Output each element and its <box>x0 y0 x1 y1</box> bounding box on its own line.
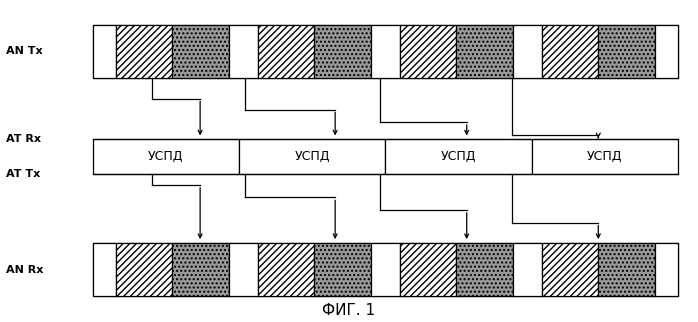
Bar <box>371 243 399 296</box>
Bar <box>172 25 229 78</box>
Bar <box>93 243 115 296</box>
Bar <box>229 25 258 78</box>
Bar <box>456 25 513 78</box>
Text: УСПД: УСПД <box>148 150 184 163</box>
Bar <box>115 25 172 78</box>
Bar <box>229 243 258 296</box>
Bar <box>385 139 532 174</box>
Bar <box>93 25 115 78</box>
Bar <box>456 243 513 296</box>
Bar <box>532 139 678 174</box>
Text: AT Tx: AT Tx <box>6 169 40 179</box>
Bar <box>655 25 678 78</box>
Bar <box>314 25 371 78</box>
Bar <box>93 25 678 78</box>
Bar <box>371 25 399 78</box>
Bar <box>542 25 598 78</box>
Bar <box>513 243 542 296</box>
Text: AN Tx: AN Tx <box>6 46 43 56</box>
Bar <box>239 139 385 174</box>
Text: AT Rx: AT Rx <box>6 134 41 144</box>
Text: УСПД: УСПД <box>587 150 623 163</box>
Bar <box>258 25 314 78</box>
Bar <box>93 243 678 296</box>
Text: УСПД: УСПД <box>295 150 330 163</box>
Bar <box>258 243 314 296</box>
Bar <box>93 139 239 174</box>
Bar <box>399 243 456 296</box>
Text: ФИГ. 1: ФИГ. 1 <box>322 303 376 318</box>
Bar <box>314 243 371 296</box>
Bar <box>655 243 678 296</box>
Bar <box>513 25 542 78</box>
Bar <box>115 243 172 296</box>
Text: УСПД: УСПД <box>440 150 476 163</box>
Bar <box>399 25 456 78</box>
Bar <box>172 243 229 296</box>
Bar <box>542 243 598 296</box>
Text: AN Rx: AN Rx <box>6 265 43 275</box>
Bar <box>598 243 655 296</box>
Bar <box>598 25 655 78</box>
